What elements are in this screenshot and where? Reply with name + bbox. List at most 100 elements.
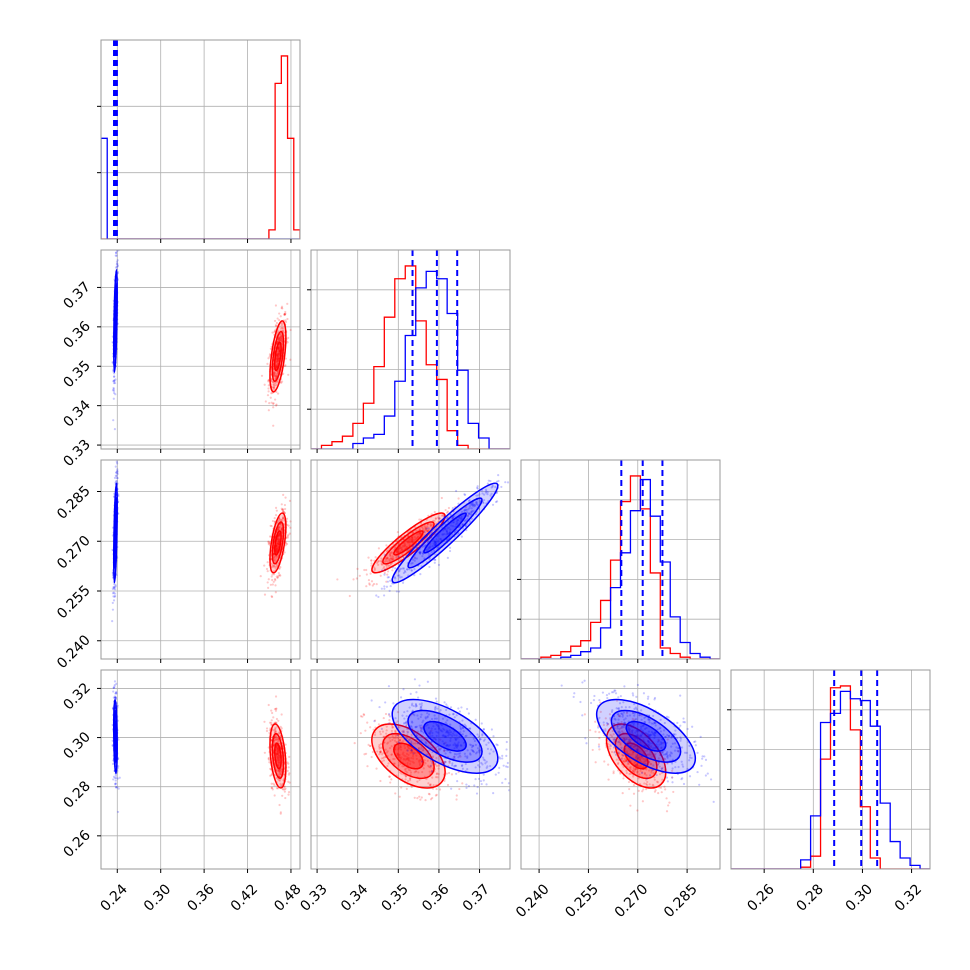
sample-point	[445, 703, 448, 706]
sample-point	[470, 748, 473, 751]
sample-point	[279, 734, 282, 737]
sample-point	[639, 766, 643, 769]
sample-point	[516, 770, 518, 772]
sample-point	[406, 757, 409, 761]
sample-point	[282, 508, 285, 511]
sample-point	[411, 760, 414, 763]
sample-point	[631, 752, 634, 756]
sample-point	[278, 769, 281, 772]
sample-point	[623, 737, 626, 740]
sample-point	[395, 590, 398, 593]
sample-point	[395, 550, 398, 553]
sample-point	[410, 540, 414, 543]
sample-point	[394, 556, 397, 559]
sample-point	[278, 339, 281, 342]
sample-point	[429, 524, 432, 528]
sample-point	[666, 762, 669, 765]
sample-point	[375, 594, 378, 597]
sample-point	[116, 470, 119, 473]
sample-point	[112, 591, 115, 594]
sample-point	[430, 551, 433, 554]
sample-point	[280, 768, 283, 771]
sample-point	[282, 779, 285, 782]
sample-point	[476, 747, 480, 750]
sample-point	[401, 567, 404, 570]
sample-point	[464, 755, 467, 758]
sample-point	[497, 479, 500, 483]
sample-point	[395, 740, 398, 744]
sample-point	[426, 716, 429, 719]
sample-point	[637, 755, 640, 758]
sample-point	[402, 545, 405, 548]
contour-blue	[114, 512, 117, 554]
sample-point	[495, 743, 498, 746]
sample-point	[636, 771, 639, 774]
sample-point	[499, 757, 502, 760]
sample-point	[613, 722, 616, 726]
sample-point	[485, 743, 488, 746]
sample-point	[398, 756, 401, 759]
sample-point	[392, 757, 395, 761]
sample-point	[447, 771, 451, 775]
sample-point	[113, 583, 116, 586]
sample-point	[277, 347, 280, 350]
sample-point	[433, 541, 437, 544]
sample-point	[437, 517, 440, 520]
sample-point	[271, 711, 274, 715]
sample-point	[513, 493, 515, 495]
sample-point	[610, 750, 614, 754]
sample-point	[463, 493, 467, 497]
sample-point	[617, 761, 620, 764]
sample-point	[470, 510, 473, 513]
sample-point	[653, 721, 656, 725]
contour-blue	[407, 709, 483, 763]
sample-point	[617, 715, 621, 718]
sample-point	[277, 357, 280, 360]
sample-point	[288, 781, 291, 784]
sample-point	[115, 786, 118, 789]
sample-point	[272, 564, 275, 567]
sample-point	[279, 811, 282, 814]
sample-point	[277, 357, 280, 360]
sample-point	[278, 567, 281, 570]
sample-point	[375, 582, 378, 586]
contour-red	[271, 732, 285, 780]
sample-point	[448, 729, 451, 732]
sample-point	[450, 787, 453, 790]
sample-point	[672, 732, 675, 736]
sample-point	[114, 393, 117, 396]
sample-point	[393, 739, 397, 742]
sample-point	[632, 694, 635, 697]
sample-point	[419, 747, 423, 750]
sample-point	[401, 581, 405, 584]
sample-point	[418, 742, 421, 745]
sample-point	[275, 364, 278, 367]
sample-point	[283, 790, 286, 793]
sample-point	[388, 589, 391, 592]
sample-point	[481, 734, 484, 737]
sample-point	[449, 706, 453, 709]
sample-point	[375, 767, 378, 770]
sample-point	[494, 485, 497, 489]
sample-point	[428, 558, 431, 561]
sample-point	[277, 538, 280, 541]
sample-point	[448, 750, 451, 754]
sample-point	[445, 708, 448, 712]
sample-point	[416, 714, 419, 717]
sample-point	[114, 696, 118, 699]
sample-point	[370, 559, 373, 562]
sample-point	[366, 765, 369, 768]
sample-point	[275, 546, 278, 549]
sample-point	[442, 761, 446, 765]
sample-point	[604, 729, 607, 732]
sample-point	[434, 737, 437, 741]
sample-point	[469, 753, 472, 756]
sample-point	[634, 744, 637, 748]
sample-point	[275, 375, 278, 378]
sample-point	[282, 493, 285, 497]
sample-point	[386, 742, 389, 745]
sample-point	[277, 541, 280, 545]
sample-point	[407, 747, 410, 750]
sample-point	[263, 564, 266, 567]
sample-point	[496, 744, 499, 747]
